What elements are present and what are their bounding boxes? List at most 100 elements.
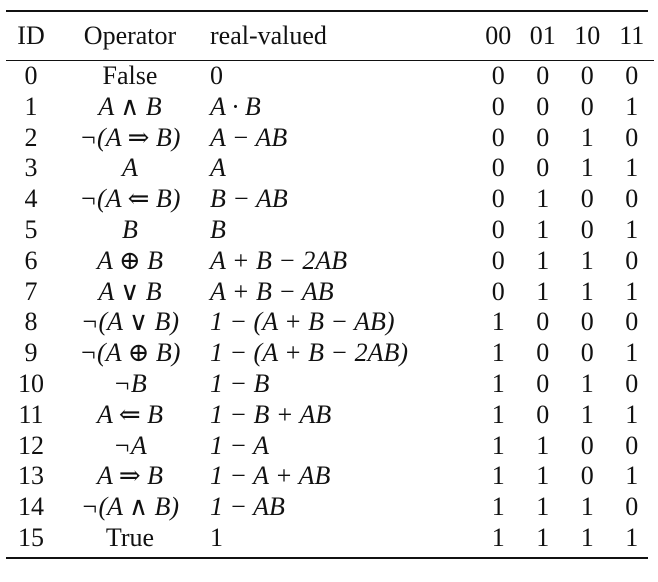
row-bit-01: 1 — [536, 522, 550, 552]
row-bit-00: 1 — [491, 461, 505, 491]
row-bit-00: 1 — [491, 492, 505, 522]
row-id: 14 — [18, 492, 44, 522]
row-operator: B — [122, 214, 138, 244]
row-bit-01: 1 — [536, 461, 550, 491]
row-real-valued: 1 − AB — [210, 492, 285, 522]
row-bit-11: 1 — [625, 153, 639, 183]
row-id: 13 — [18, 461, 44, 491]
row-bit-01: 0 — [536, 91, 550, 121]
row-bit-01: 1 — [536, 184, 550, 214]
row-id: 3 — [24, 153, 38, 183]
row-bit-11: 1 — [625, 91, 639, 121]
row-bit-10: 1 — [580, 122, 594, 152]
row-real-valued: 1 − (A + B − AB) — [210, 307, 395, 337]
header-rule — [6, 60, 654, 61]
row-bit-11: 1 — [625, 399, 639, 429]
table-row: 10 ¬B 1 − B 1 0 1 0 — [6, 369, 654, 400]
row-operator: ¬(A ∧ B) — [80, 492, 180, 522]
table-row: 14 ¬(A ∧ B) 1 − AB 1 1 1 0 — [6, 492, 654, 523]
row-bit-00: 1 — [491, 522, 505, 552]
table-row: 3 A A 0 0 1 1 — [6, 153, 654, 184]
row-bit-11: 1 — [625, 522, 639, 552]
row-bit-11: 0 — [625, 61, 639, 90]
row-bit-10: 1 — [580, 276, 594, 306]
row-bit-00: 1 — [491, 368, 505, 398]
row-operator: ¬(A ⊕ B) — [79, 338, 181, 368]
row-real-valued: A — [210, 153, 226, 183]
row-bit-10: 1 — [580, 492, 594, 522]
row-real-valued: B − AB — [210, 184, 288, 214]
row-bit-01: 0 — [536, 399, 550, 429]
row-bit-01: 1 — [536, 492, 550, 522]
table-row: 6 A ⊕ B A + B − 2AB 0 1 1 0 — [6, 246, 654, 277]
row-bit-10: 0 — [580, 338, 594, 368]
row-operator: ¬(A ⇐ B) — [79, 184, 181, 214]
row-bit-10: 1 — [580, 368, 594, 398]
row-id: 15 — [18, 522, 44, 552]
row-operator: False — [102, 61, 158, 90]
row-bit-10: 0 — [580, 461, 594, 491]
row-bit-10: 1 — [580, 399, 594, 429]
table-row: 12 ¬A 1 − A 1 1 0 0 — [6, 431, 654, 462]
header-00: 00 — [485, 21, 512, 50]
table-row: 11 A ⇐ B 1 − B + AB 1 0 1 1 — [6, 400, 654, 431]
row-real-valued: A − AB — [210, 122, 288, 152]
row-real-valued: A + B − AB — [210, 276, 334, 306]
row-bit-11: 0 — [625, 122, 639, 152]
row-bit-11: 0 — [625, 492, 639, 522]
row-bit-00: 0 — [491, 122, 505, 152]
top-rule — [6, 10, 648, 12]
row-real-valued: 1 − B — [210, 368, 270, 398]
row-bit-11: 0 — [625, 430, 639, 460]
row-id: 8 — [24, 307, 38, 337]
row-bit-10: 0 — [580, 91, 594, 121]
row-bit-11: 0 — [625, 307, 639, 337]
row-bit-01: 1 — [536, 245, 550, 275]
row-id: 1 — [24, 91, 38, 121]
row-bit-11: 0 — [625, 184, 639, 214]
row-bit-01: 1 — [536, 214, 550, 244]
row-bit-11: 0 — [625, 368, 639, 398]
header-operator: Operator — [83, 21, 177, 50]
row-bit-10: 0 — [580, 307, 594, 337]
table-row: 8 ¬(A ∨ B) 1 − (A + B − AB) 1 0 0 0 — [6, 307, 654, 338]
bottom-rule — [6, 556, 648, 559]
row-operator: ¬(A ⇒ B) — [79, 122, 181, 152]
row-bit-11: 1 — [625, 338, 639, 368]
table-row: 9 ¬(A ⊕ B) 1 − (A + B − 2AB) 1 0 0 1 — [6, 338, 654, 369]
row-bit-10: 0 — [580, 214, 594, 244]
row-id: 0 — [24, 61, 38, 90]
row-bit-11: 0 — [625, 245, 639, 275]
header-real-valued: real-valued — [210, 21, 327, 50]
row-bit-00: 1 — [491, 307, 505, 337]
row-id: 10 — [18, 368, 44, 398]
table-row: 1 A ∧ B A · B 0 0 0 1 — [6, 92, 654, 123]
table-row: 0 False 0 0 0 0 0 — [6, 61, 654, 92]
row-operator: A ⇒ B — [96, 461, 164, 491]
row-operator: True — [105, 522, 155, 552]
row-bit-10: 1 — [580, 245, 594, 275]
row-real-valued: B — [210, 214, 226, 244]
row-bit-00: 1 — [491, 338, 505, 368]
table-row: 5 B B 0 1 0 1 — [6, 215, 654, 246]
row-id: 11 — [18, 399, 44, 429]
row-bit-01: 1 — [536, 276, 550, 306]
row-operator: A ∨ B — [98, 276, 162, 306]
row-id: 9 — [24, 338, 38, 368]
operator-table-container: ID Operator real-valued 00 01 10 11 0 Fa… — [6, 10, 654, 559]
row-id: 7 — [24, 276, 38, 306]
row-real-valued: 1 — [210, 522, 223, 552]
row-operator: ¬A — [113, 430, 147, 460]
row-bit-10: 1 — [580, 153, 594, 183]
row-bit-10: 1 — [580, 522, 594, 552]
row-bit-00: 0 — [491, 245, 505, 275]
row-real-valued: A + B − 2AB — [210, 245, 348, 275]
row-bit-10: 0 — [580, 184, 594, 214]
header-01: 01 — [529, 21, 556, 50]
row-bit-10: 0 — [580, 430, 594, 460]
table-row: 7 A ∨ B A + B − AB 0 1 1 1 — [6, 277, 654, 308]
row-bit-00: 0 — [491, 153, 505, 183]
row-real-valued: 1 − A + AB — [210, 461, 331, 491]
table-row: 4 ¬(A ⇐ B) B − AB 0 1 0 0 — [6, 184, 654, 215]
row-bit-00: 0 — [491, 61, 505, 90]
